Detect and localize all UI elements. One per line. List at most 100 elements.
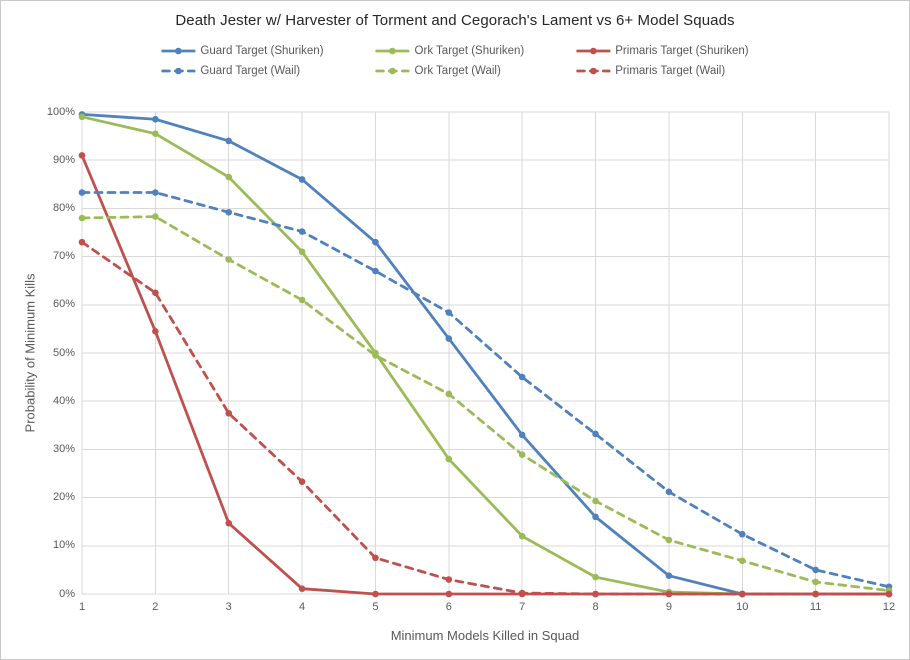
data-point-primaris-target-wail [518,589,526,597]
legend-label: Ork Target (Shuriken) [414,45,525,57]
data-point-guard-target-shuriken [445,335,453,342]
data-point-guard-target-wail [518,373,526,381]
plot-area [78,111,893,598]
series-line-guard-target-wail [80,191,891,589]
data-point-guard-target-shuriken [298,176,306,183]
x-tick-label: 11 [809,601,822,613]
data-point-guard-target-wail [445,309,453,316]
data-point-ork-target-shuriken [298,248,306,256]
chart-title: Death Jester w/ Harvester of Torment and… [175,12,735,29]
data-point-ork-target-wail [298,296,306,304]
data-point-ork-target-wail [372,352,379,359]
data-point-guard-target-shuriken [372,238,379,246]
data-point-ork-target-wail [665,536,673,544]
x-tick-label: 10 [736,601,749,613]
data-point-primaris-target-shuriken [372,590,379,598]
series-line-ork-target-wail [80,215,891,593]
data-point-guard-target-wail [78,189,86,196]
data-point-guard-target-wail [665,488,673,496]
x-tick-label: 8 [592,601,599,613]
legend-item-guard-target-wail: Guard Target (Wail) [161,65,323,77]
legend-label: Primaris Target (Wail) [615,65,726,77]
x-tick-label: 12 [882,601,896,613]
data-point-primaris-target-shuriken [225,519,233,527]
data-point-primaris-target-wail [372,554,379,562]
data-point-ork-target-wail [812,578,819,586]
x-tick-label: 5 [372,601,379,613]
legend-item-primaris-target-shuriken: Primaris Target (Shuriken) [576,45,749,57]
x-tick-label: 3 [225,601,232,613]
data-point-primaris-target-wail [738,590,746,598]
data-point-ork-target-wail [738,557,746,565]
legend-item-guard-target-shuriken: Guard Target (Shuriken) [161,45,324,57]
series-line-guard-target-shuriken [80,113,891,596]
data-point-ork-target-shuriken [225,173,233,181]
legend-label: Guard Target (Shuriken) [200,45,324,57]
data-point-ork-target-shuriken [518,532,526,540]
data-point-guard-target-wail [372,267,379,275]
data-point-primaris-target-wail [152,289,159,297]
y-tick-label: 10% [52,539,75,552]
legend-label: Guard Target (Wail) [200,65,301,77]
y-tick-label: 0% [59,587,75,600]
series-line-ork-target-shuriken [80,115,891,596]
data-point-guard-target-wail [738,530,746,538]
data-point-primaris-target-wail [298,478,306,485]
data-point-primaris-target-shuriken [152,328,159,335]
y-axis-title: Probability of Minimum Kills [22,273,38,433]
x-tick-label: 7 [519,601,526,613]
data-point-guard-target-shuriken [592,513,599,521]
data-point-ork-target-wail [592,497,599,505]
data-point-guard-target-wail [152,189,159,196]
y-tick-label: 50% [52,346,75,359]
data-point-ork-target-wail [152,213,159,220]
data-point-ork-target-shuriken [152,130,159,137]
data-point-guard-target-shuriken [152,115,159,123]
legend-line-icon [576,67,611,75]
y-tick-label: 70% [52,250,75,263]
data-point-primaris-target-wail [445,576,453,583]
legend-item-ork-target-shuriken: Ork Target (Shuriken) [375,45,525,57]
data-point-guard-target-wail [812,566,819,574]
data-point-ork-target-shuriken [592,573,599,581]
series-line-primaris-target-wail [80,240,891,596]
x-tick-label: 6 [445,601,452,613]
x-tick-label: 1 [78,601,86,613]
data-point-ork-target-wail [78,214,86,222]
x-tick-label: 4 [299,601,306,613]
data-point-guard-target-shuriken [518,431,526,439]
data-point-guard-target-shuriken [225,137,233,145]
series-line-primaris-target-shuriken [80,153,891,596]
data-point-ork-target-shuriken [445,455,453,463]
x-tick-label: 9 [665,601,672,613]
data-point-primaris-target-wail [592,590,599,598]
data-point-guard-target-wail [592,430,599,438]
data-point-ork-target-wail [225,256,233,263]
legend-line-icon [375,67,410,75]
data-point-ork-target-shuriken [78,113,86,121]
y-tick-label: 20% [52,491,75,504]
y-tick-label: 80% [52,201,75,214]
data-point-guard-target-shuriken [665,572,673,579]
legend-label: Ork Target (Wail) [414,65,501,77]
legend-item-primaris-target-wail: Primaris Target (Wail) [576,65,748,77]
data-point-primaris-target-shuriken [78,152,86,159]
y-tick-label: 40% [52,394,75,407]
x-axis-title: Minimum Models Killed in Squad [390,628,580,643]
y-tick-label: 30% [52,442,75,455]
data-point-primaris-target-wail [78,238,86,246]
data-point-guard-target-wail [298,228,306,235]
data-point-primaris-target-wail [812,590,819,598]
y-tick-label: 100% [46,105,75,118]
data-point-guard-target-wail [225,208,233,216]
x-tick-label: 2 [152,601,159,613]
data-point-primaris-target-wail [885,590,893,598]
legend-line-icon [161,47,196,55]
y-tick-label: 60% [52,298,75,311]
legend-label: Primaris Target (Shuriken) [615,45,749,57]
data-point-primaris-target-shuriken [445,590,453,598]
legend-line-icon [161,67,196,75]
data-point-primaris-target-wail [225,409,233,417]
legend-line-icon [375,47,410,55]
